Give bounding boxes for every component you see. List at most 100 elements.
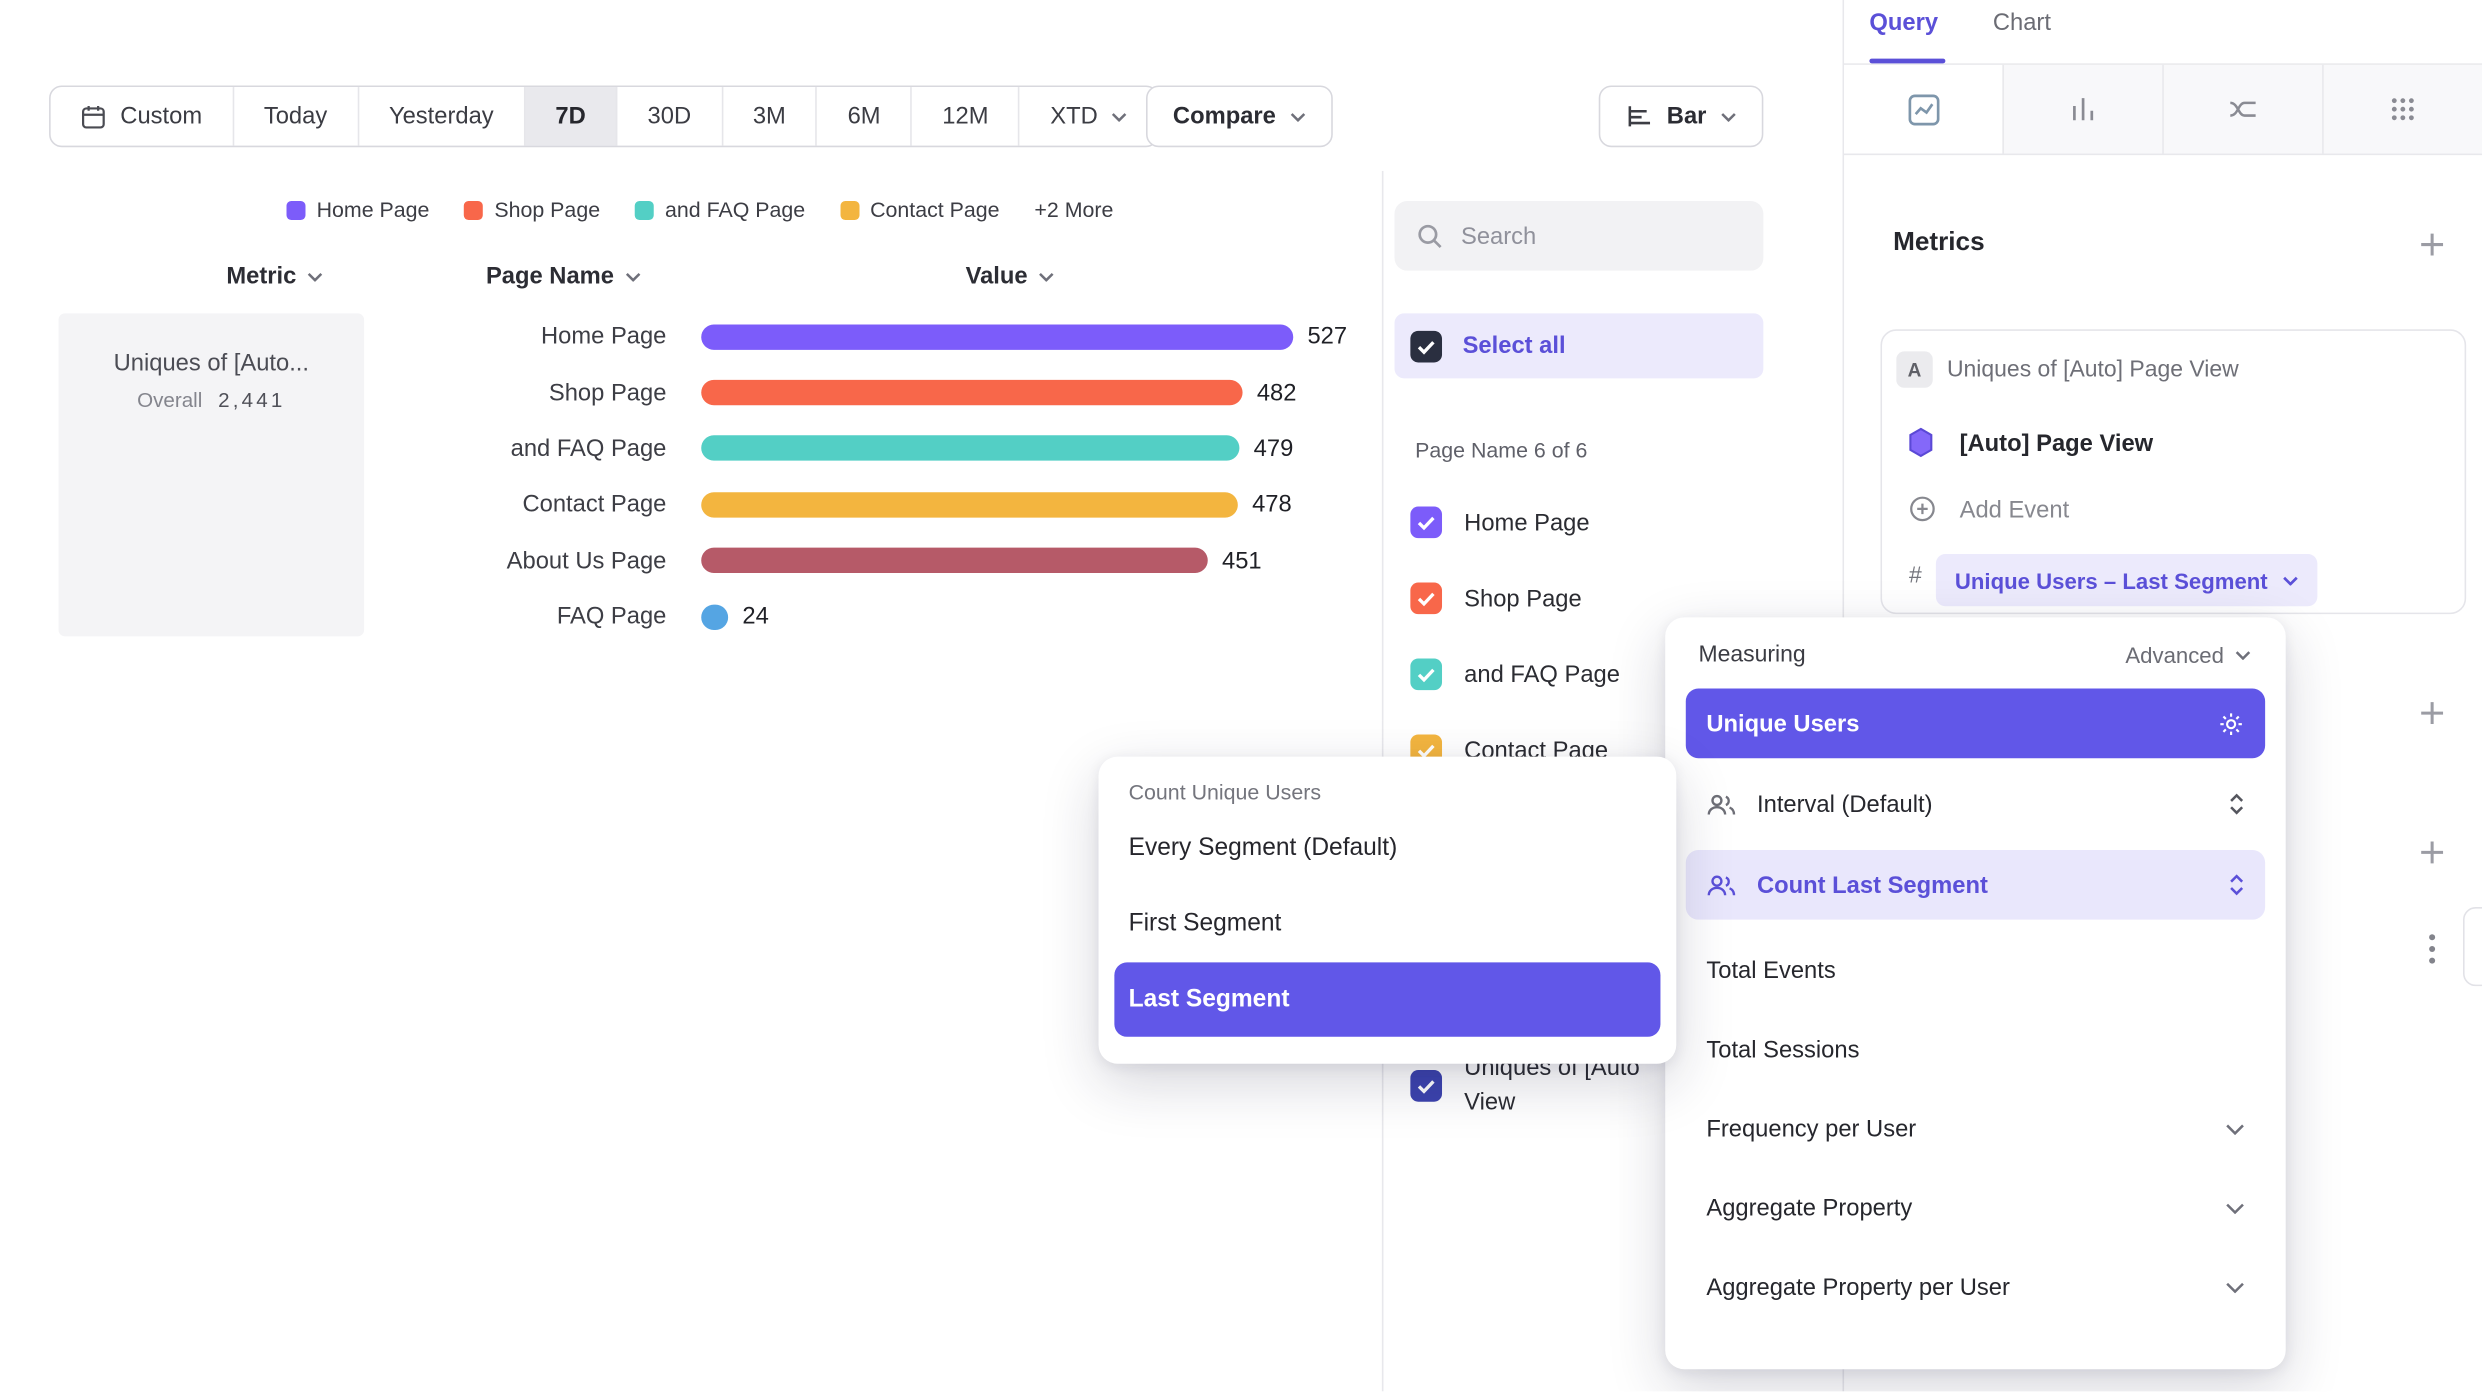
chart-type-button[interactable]: Bar <box>1598 85 1764 148</box>
date-7d-button[interactable]: 7D <box>525 87 618 146</box>
bar-row: Home Page 527 <box>375 309 1347 365</box>
metric-summary-cell[interactable]: Uniques of [Auto... Overall 2,441 <box>58 313 365 637</box>
date-custom-button[interactable]: Custom <box>51 87 234 146</box>
select-all-label: Select all <box>1462 332 1566 360</box>
measurement-pill[interactable]: Unique Users – Last Segment <box>1935 554 2317 607</box>
measuring-option-label: Count Last Segment <box>1757 871 1988 899</box>
date-xtd-button[interactable]: XTD <box>1020 87 1158 146</box>
measuring-option-total-events[interactable]: Total Events <box>1686 931 2265 1010</box>
add-filter-button[interactable] <box>2419 700 2446 727</box>
search-input[interactable] <box>1461 222 1742 250</box>
viz-tab-insights[interactable] <box>1844 64 2003 154</box>
flows-icon <box>2227 93 2259 125</box>
advanced-toggle[interactable]: Advanced <box>2125 642 2251 668</box>
bar[interactable] <box>701 380 1243 406</box>
chevron-down-icon <box>1039 271 1055 281</box>
segment-item[interactable]: and FAQ Page <box>1410 636 1620 712</box>
legend-item[interactable]: Contact Page <box>840 198 1000 222</box>
metrics-section-title: Metrics <box>1893 227 1985 257</box>
add-metric-button[interactable] <box>2419 231 2446 258</box>
segment-item-label: Home Page <box>1464 508 1590 536</box>
legend-item[interactable]: Home Page <box>286 198 429 222</box>
measuring-option-label: Frequency per User <box>1706 1115 1917 1143</box>
date-yesterday-button[interactable]: Yesterday <box>359 87 526 146</box>
legend-label: Shop Page <box>494 197 601 222</box>
tab-chart[interactable]: Chart <box>1992 9 2051 37</box>
date-12m-label: 12M <box>942 102 989 130</box>
date-custom-label: Custom <box>120 102 203 130</box>
active-tab-underline <box>1869 58 1946 64</box>
kebab-menu-icon[interactable] <box>2428 934 2436 964</box>
measuring-option-frequency-per-user[interactable]: Frequency per User <box>1686 1089 2265 1168</box>
date-today-button[interactable]: Today <box>234 87 359 146</box>
segment-metric-item[interactable]: Uniques of [Auto View <box>1410 1051 1711 1120</box>
bar[interactable] <box>701 323 1294 350</box>
gear-icon[interactable] <box>2218 710 2245 737</box>
date-12m-button[interactable]: 12M <box>912 87 1021 146</box>
stepper-icon <box>2229 874 2245 896</box>
count-unique-users-dropdown: Count Unique Users Every Segment (Defaul… <box>1098 756 1677 1064</box>
bar[interactable] <box>701 604 729 630</box>
segment-option-first-segment[interactable]: First Segment <box>1114 886 1660 962</box>
bar[interactable] <box>701 436 1240 462</box>
select-all-row[interactable]: Select all <box>1394 313 1764 379</box>
add-breakdown-button[interactable] <box>2419 839 2446 866</box>
measuring-option-count-last-segment[interactable]: Count Last Segment <box>1685 850 2266 920</box>
chart-legend: Home Page Shop Page and FAQ Page Contact… <box>286 198 1114 222</box>
chevron-down-icon <box>625 271 641 281</box>
legend-item[interactable]: Shop Page <box>464 198 600 222</box>
legend-label: Contact Page <box>870 197 1000 222</box>
chevron-down-icon <box>2226 1202 2245 1214</box>
segment-count-label: Page Name 6 of 6 <box>1415 438 1588 463</box>
legend-item[interactable]: and FAQ Page <box>634 198 805 222</box>
viz-tab-bar[interactable] <box>2002 64 2163 154</box>
metric-card: A Uniques of [Auto] Page View [Auto] Pag… <box>1880 329 2467 615</box>
bar[interactable] <box>701 548 1208 574</box>
select-all-checkbox[interactable] <box>1410 330 1443 362</box>
bar-chart-icon <box>2067 93 2099 125</box>
date-3m-button[interactable]: 3M <box>723 87 818 146</box>
segment-item-label: Shop Page <box>1464 584 1582 612</box>
measuring-option-label: Unique Users <box>1706 709 1860 737</box>
checkbox-checked[interactable] <box>1410 1069 1443 1102</box>
hash-icon: # <box>1908 563 1922 589</box>
segment-option-last-segment[interactable]: Last Segment <box>1114 962 1661 1037</box>
bar-row: FAQ Page 24 <box>375 589 1347 645</box>
add-event-button[interactable]: Add Event <box>1959 497 2070 524</box>
bar[interactable] <box>701 492 1238 518</box>
tab-query[interactable]: Query <box>1869 9 1939 37</box>
checkbox-checked[interactable] <box>1410 506 1443 539</box>
segment-item[interactable]: Home Page <box>1410 484 1620 560</box>
value-header-label: Value <box>965 262 1028 290</box>
measuring-option-interval[interactable]: Interval (Default) <box>1686 769 2265 839</box>
compare-button[interactable]: Compare <box>1146 85 1333 148</box>
viz-tab-flows[interactable] <box>2162 64 2323 154</box>
legend-more[interactable]: +2 More <box>1034 198 1113 222</box>
page-name-column-header[interactable]: Page Name <box>486 263 641 290</box>
bar-chart-icon <box>1626 103 1653 130</box>
count-unique-users-title: Count Unique Users <box>1128 780 1322 805</box>
calendar-icon <box>81 104 106 129</box>
checkbox-checked[interactable] <box>1410 658 1443 691</box>
segment-item[interactable]: Shop Page <box>1410 560 1620 636</box>
metric-column-header[interactable]: Metric <box>226 263 323 290</box>
bar-row-label: and FAQ Page <box>510 435 667 463</box>
advanced-label: Advanced <box>2125 642 2224 668</box>
measuring-option-aggregate-property-per-user[interactable]: Aggregate Property per User <box>1686 1247 2265 1326</box>
event-hexagon-icon <box>1907 427 1934 458</box>
bar-row-label: Contact Page <box>522 491 667 519</box>
date-6m-label: 6M <box>847 102 881 130</box>
date-30d-button[interactable]: 30D <box>617 87 723 146</box>
measuring-option-unique-users[interactable]: Unique Users <box>1685 688 2266 759</box>
event-name[interactable]: [Auto] Page View <box>1959 430 2154 458</box>
value-column-header[interactable]: Value <box>966 263 1055 290</box>
segment-option-every-segment[interactable]: Every Segment (Default) <box>1114 810 1660 886</box>
viz-tab-pivot[interactable] <box>2322 64 2482 154</box>
checkbox-checked[interactable] <box>1410 582 1443 615</box>
date-6m-button[interactable]: 6M <box>817 87 913 146</box>
bar-row-value: 482 <box>1256 379 1297 407</box>
measuring-option-aggregate-property[interactable]: Aggregate Property <box>1686 1168 2265 1247</box>
measuring-option-total-sessions[interactable]: Total Sessions <box>1686 1010 2265 1089</box>
chevron-down-icon <box>2282 575 2298 585</box>
